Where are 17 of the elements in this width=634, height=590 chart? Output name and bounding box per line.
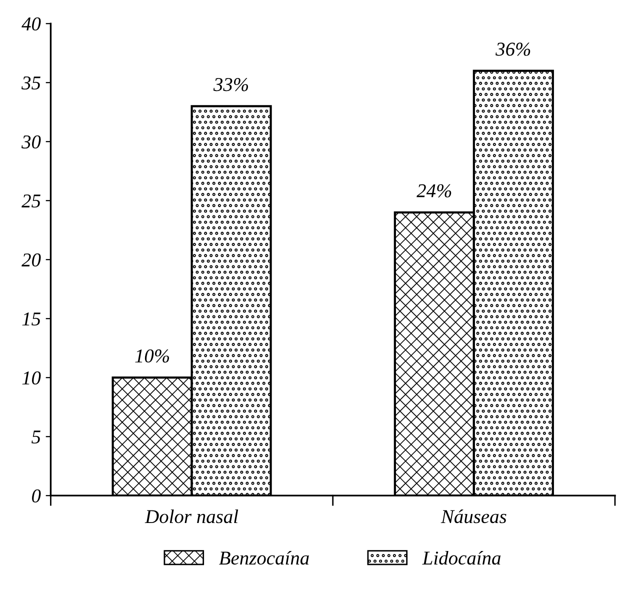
y-tick-label: 0 [32,489,41,503]
legend-label: Benzocaína [219,550,309,565]
data-label: 10% [135,349,169,363]
x-tick-label: Náuseas [440,509,506,524]
data-label: 24% [416,184,452,198]
y-tick-label: 20 [22,253,41,267]
data-label: 33% [213,78,248,92]
y-tick-label: 35 [22,76,40,90]
data-label: 36% [496,42,530,56]
y-tick-label: 25 [22,194,40,208]
y-tick-label: 15 [22,312,40,326]
legend-label: Lidocaína [422,550,501,565]
y-tick-label: 40 [22,17,41,31]
x-tick-label: Dolor nasal [144,509,238,524]
y-tick-label: 10 [22,371,41,385]
y-tick-label: 30 [22,135,41,149]
y-tick-label: 5 [32,430,40,444]
